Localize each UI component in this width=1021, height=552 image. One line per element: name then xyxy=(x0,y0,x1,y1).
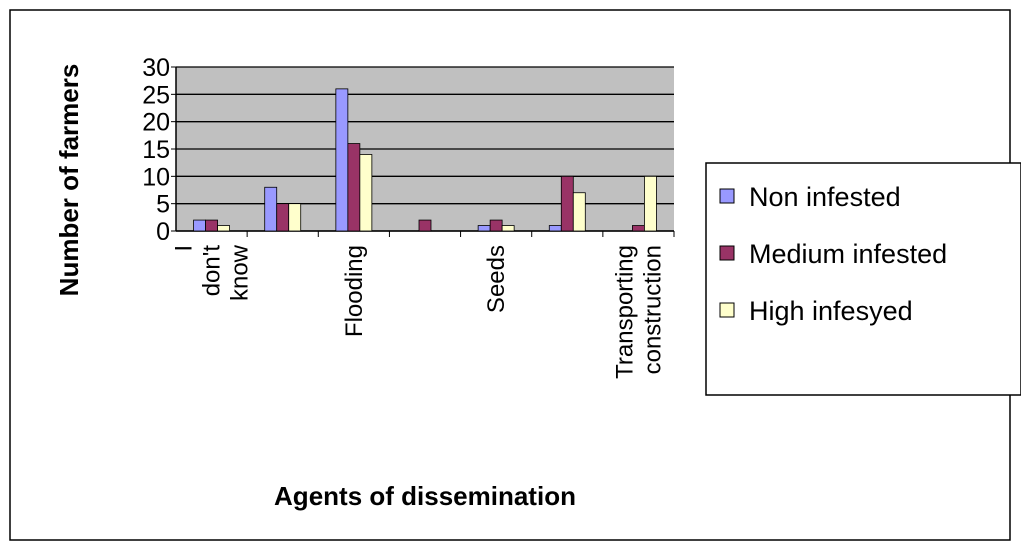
bar xyxy=(632,225,645,232)
y-tick-label: 10 xyxy=(142,163,170,191)
x-tick-label: Transportingconstruction xyxy=(611,245,666,379)
x-tick-label: Idon'tknow xyxy=(171,244,254,301)
legend-swatch xyxy=(719,188,735,204)
legend-swatch xyxy=(719,302,735,318)
bar xyxy=(288,203,302,232)
legend-swatch xyxy=(719,245,735,261)
y-tick-label: 0 xyxy=(156,218,170,246)
y-axis-title: Number of farmers xyxy=(54,64,84,297)
y-tick-label: 15 xyxy=(142,136,170,164)
bar xyxy=(560,175,574,232)
bar xyxy=(489,219,503,232)
bar xyxy=(359,154,373,232)
bar xyxy=(347,143,361,232)
x-axis-title: Agents of dissemination xyxy=(274,481,576,511)
bar xyxy=(572,192,586,232)
bar xyxy=(418,219,432,232)
x-tick-label: Flooding xyxy=(341,245,368,337)
legend-label: Non infested xyxy=(749,182,901,212)
y-tick-label: 30 xyxy=(142,54,170,82)
legend-label: Medium infested xyxy=(749,239,947,269)
legend-label: High infesyed xyxy=(749,296,913,326)
legend-box xyxy=(705,162,1021,396)
x-tick-label: Seeds xyxy=(483,245,510,313)
bar xyxy=(501,225,515,232)
bar xyxy=(193,219,206,232)
bar xyxy=(644,175,657,232)
bar xyxy=(276,203,290,232)
bar xyxy=(264,186,278,232)
bar xyxy=(217,225,230,232)
bar xyxy=(548,225,562,232)
y-tick-label: 5 xyxy=(156,191,170,219)
bar xyxy=(477,225,491,232)
y-tick-label: 25 xyxy=(142,81,170,109)
bar xyxy=(205,219,218,232)
y-tick-label: 20 xyxy=(142,109,170,137)
bar xyxy=(335,88,349,232)
